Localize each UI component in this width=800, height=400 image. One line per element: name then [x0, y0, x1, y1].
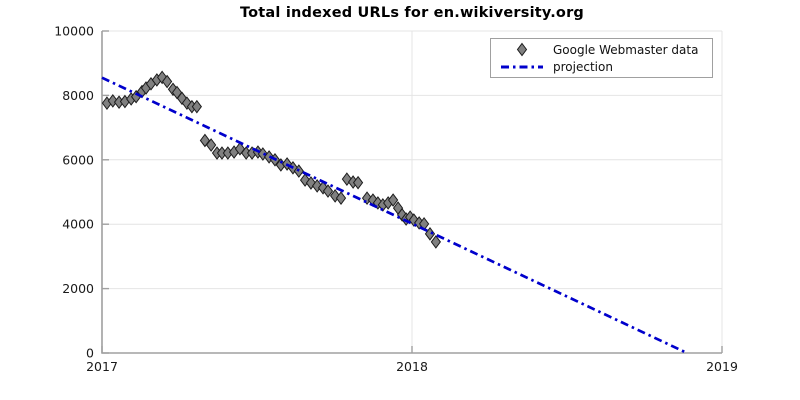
- y-tick-labels: 0 2000 4000 6000 8000 10000: [54, 24, 94, 361]
- legend: Google Webmaster data projection: [490, 38, 713, 78]
- svg-text:6000: 6000: [62, 152, 94, 167]
- svg-text:2018: 2018: [396, 359, 428, 374]
- data-point-diamond: [430, 235, 441, 249]
- svg-text:4000: 4000: [62, 217, 94, 232]
- legend-label-webmaster-data: Google Webmaster data: [553, 42, 699, 57]
- svg-text:0: 0: [86, 346, 94, 361]
- tick-marks: [101, 30, 723, 354]
- data-point-diamond: [387, 193, 399, 207]
- projection-line: [101, 76, 688, 355]
- diamond-marker-icon: [491, 42, 553, 57]
- data-point-diamond: [322, 184, 334, 198]
- svg-text:10000: 10000: [54, 24, 94, 39]
- data-point-diamond: [424, 227, 436, 241]
- data-point-diamond: [107, 94, 118, 108]
- legend-label-projection: projection: [553, 59, 613, 74]
- legend-entry-projection: projection: [491, 58, 708, 75]
- x-tick-labels: 2017 2018 2019: [86, 359, 738, 374]
- dash-dot-line-icon: [491, 64, 553, 70]
- svg-text:8000: 8000: [62, 88, 94, 103]
- chart-title: Total indexed URLs for en.wikiversity.or…: [239, 5, 585, 21]
- data-point-diamond: [205, 138, 217, 152]
- svg-text:2017: 2017: [86, 359, 118, 374]
- data-point-diamond: [352, 175, 364, 190]
- data-point-diamond: [191, 99, 202, 114]
- legend-entry-webmaster-data: Google Webmaster data: [491, 41, 708, 58]
- gridlines: [102, 30, 723, 353]
- svg-text:2019: 2019: [706, 359, 738, 374]
- data-point-diamond: [335, 191, 347, 205]
- data-point-diamond: [161, 74, 173, 89]
- svg-text:2000: 2000: [62, 281, 94, 296]
